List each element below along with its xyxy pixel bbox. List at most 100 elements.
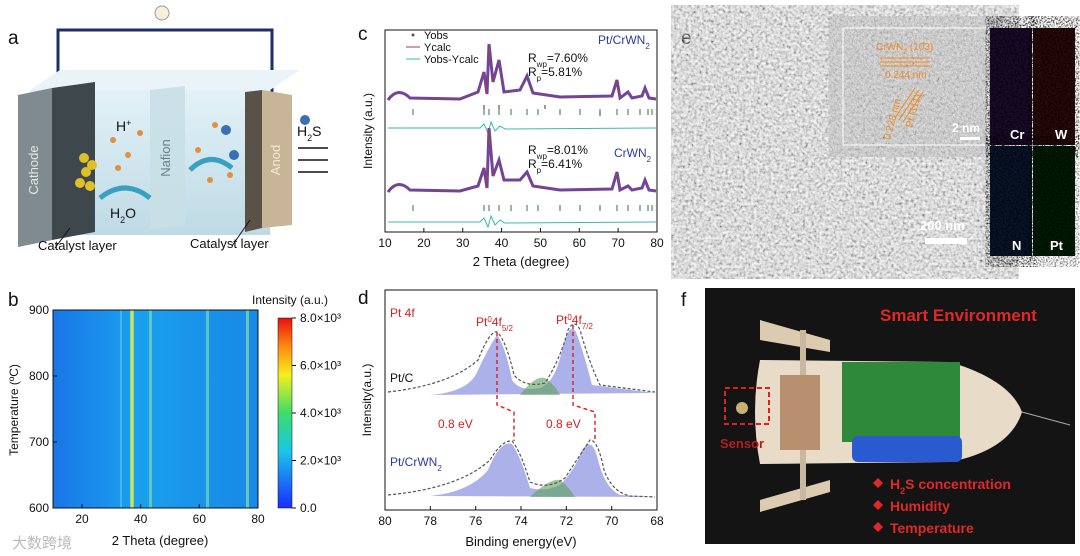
panel-a: a Cathode Nafion Anod H+ H2S H2O Catalys…: [8, 5, 328, 253]
bullets: [873, 478, 883, 532]
x-tick-label: 40: [134, 512, 148, 526]
y-tick-label: 700: [29, 435, 49, 449]
panel-label: b: [8, 290, 19, 311]
x-tick-label: 80: [251, 512, 265, 526]
xps-envelope: [387, 323, 656, 393]
x-tick-label: 80: [650, 236, 664, 250]
legend-label: Yobs-Ycalc: [424, 54, 479, 66]
plot-frame: [384, 29, 658, 233]
catalyst-label: Catalyst layer: [38, 238, 117, 253]
pointer: [54, 227, 71, 249]
catalyst-layer: [245, 90, 262, 232]
x-tick-label: 70: [605, 514, 619, 528]
x-tick-label: 78: [424, 514, 438, 528]
colorbar-tick-label: 4.0×10³: [300, 406, 341, 420]
colorbar-title: Intensity (a.u.): [252, 293, 328, 307]
panel-label: d: [358, 288, 369, 309]
x-axis-label: Binding energy(eV): [465, 534, 576, 549]
panel-label: e: [681, 28, 692, 49]
element-label: Pt: [1050, 238, 1064, 253]
x-tick-label: 50: [534, 236, 548, 250]
x-tick-label: 80: [378, 514, 392, 528]
x-tick-label: 72: [560, 514, 574, 528]
o2-particles: [75, 153, 97, 191]
xps-peak-fit: [430, 328, 655, 395]
antenna: [1021, 411, 1071, 426]
reflection-ticks: [412, 105, 653, 211]
battery: [852, 436, 962, 462]
xps-peak-fit: [520, 377, 560, 395]
rp: Rp=6.41%: [528, 157, 582, 175]
x-tick-label: 20: [75, 512, 89, 526]
scale-label: 200 nm: [920, 218, 965, 233]
reference-label: Pt/C: [390, 371, 414, 385]
eds-texture: [1033, 28, 1075, 145]
x-tick-label: 40: [495, 236, 509, 250]
h2s-molecules: [221, 115, 310, 160]
colorbar: [277, 317, 293, 509]
wire: [56, 28, 274, 92]
panel-e: e CrWN2 (103) 0.244 nm 0.228 nm Pt (111)…: [681, 27, 1075, 256]
eds-texture: [990, 146, 1032, 256]
cathode-label: Cathode: [26, 145, 41, 194]
paddle: [760, 320, 830, 512]
mechanism: [780, 375, 820, 450]
shift-label: 0.8 eV: [546, 417, 581, 431]
x-tick-label: 20: [417, 236, 431, 250]
feature: Humidity: [890, 498, 950, 514]
plane-label: CrWN2 (103): [876, 42, 933, 56]
proton-label: H+: [116, 118, 131, 134]
rp: Rp=5.81%: [528, 65, 582, 83]
catalyst-label: Catalyst layer: [190, 236, 269, 251]
x-tick-label: 76: [469, 514, 483, 528]
photo-title: Smart Environment: [880, 306, 1037, 325]
peak-label: Pt04f5/2: [476, 315, 513, 333]
sensor: [736, 402, 748, 414]
xps-peak-fit: [430, 443, 655, 497]
panel-label: c: [358, 24, 368, 45]
x-tick-label: 60: [193, 512, 207, 526]
x-tick-label: 70: [611, 236, 625, 250]
anode-label: Anod: [268, 145, 283, 175]
colorbar-tick-label: 6.0×10³: [300, 359, 341, 373]
scale-bar: [960, 137, 980, 140]
y-tick-label: 800: [29, 369, 49, 383]
flow-arrows: [298, 147, 328, 173]
y-tick-label: 600: [29, 501, 49, 515]
spacing-label: 0.244 nm: [885, 70, 927, 81]
x-tick-label: 30: [456, 236, 470, 250]
protons: [110, 122, 233, 183]
colorbar-tick-label: 2.0×10³: [300, 454, 341, 468]
x-tick-label: 68: [650, 514, 664, 528]
panel-f: f Smart Environment Sensor H2S concentra…: [681, 288, 1075, 544]
xrd-difference: [388, 120, 657, 135]
peak-label: Pt04f7/2: [556, 313, 593, 331]
legend-label: Ycalc: [424, 42, 451, 54]
cathode: [18, 88, 52, 247]
hrtem-image: [843, 28, 988, 145]
xps-peak-fit: [530, 479, 575, 497]
panel-label: a: [8, 28, 19, 49]
pointer: [231, 219, 251, 247]
x-axis-label: 2 Theta (degree): [473, 254, 570, 269]
element-label: W: [1055, 127, 1068, 142]
h2s-label: H2S: [297, 123, 321, 143]
heatmap-streaks: [120, 310, 249, 508]
heatmap: [53, 310, 258, 508]
x-tick-label: 74: [514, 514, 528, 528]
legend: Yobs Ycalc Yobs-Ycalc: [406, 30, 479, 66]
cell-top: [30, 70, 300, 90]
x-tick-label: 60: [573, 236, 587, 250]
x-axis-label: 2 Theta (degree): [112, 533, 209, 548]
rwp: Rwp=7.60%: [528, 51, 588, 69]
element-label: N: [1012, 238, 1021, 253]
water-label: H2O: [110, 205, 136, 225]
pcb: [842, 362, 960, 442]
eds-texture: [1033, 146, 1075, 256]
xrd-observed: [386, 127, 657, 193]
sample-label: Pt/CrWN2: [390, 455, 442, 473]
feature: Temperature: [890, 520, 974, 536]
scale-label: 2 nm: [952, 121, 980, 135]
feature: H2S concentration: [890, 476, 1011, 496]
